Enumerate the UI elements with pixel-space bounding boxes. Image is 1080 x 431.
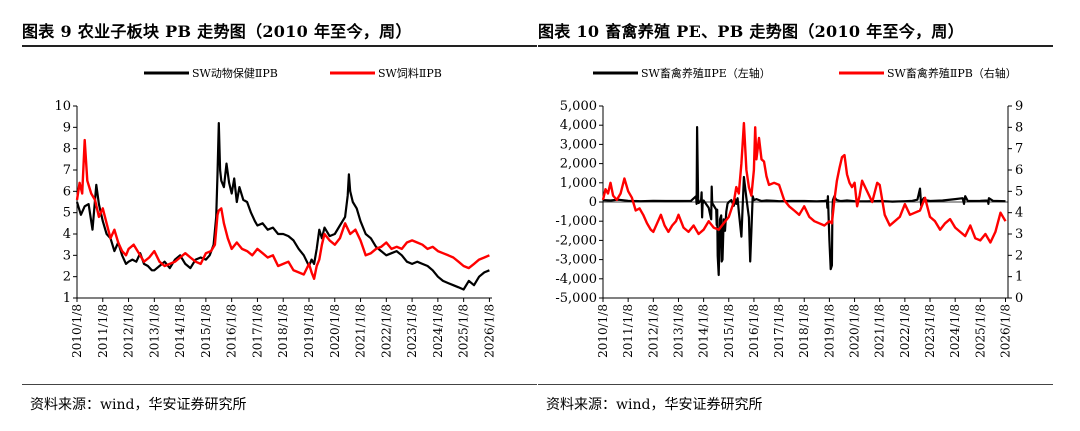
x-tick-label: 2019/1/8 [302,304,316,358]
y-tick-label: -2,000 [555,233,597,248]
chart-title: 图表 10 畜禽养殖 PE、PB 走势图（2010 年至今，周） [538,22,965,41]
chart-panel-right: 图表 10 畜禽养殖 PE、PB 走势图（2010 年至今，周） -5,000-… [538,0,1053,431]
x-tick-label: 2011/1/8 [96,304,110,358]
source-note: 资料来源：wind，华安证券研究所 [546,397,763,413]
y-tick-label: -1,000 [555,214,597,229]
x-tick-label: 2023/1/8 [405,304,419,358]
x-tick-label: 2018/1/8 [797,304,811,358]
y-tick-label: 6 [63,184,71,199]
legend-label: SW畜禽养殖ⅡPB（右轴） [887,66,1017,80]
pe-pb-line-chart: -5,000 -4,000 -3,000 -2,000 -1,000 0 1,000 2,00… [555,66,1023,358]
x-tick-label: 2016/1/8 [747,304,761,358]
x-tick-label: 2021/1/8 [354,304,368,358]
x-tick-label: 2017/1/8 [250,304,264,358]
x-tick-label: 2026/1/8 [482,304,496,358]
source-note: 资料来源：wind，华安证券研究所 [30,397,247,413]
series-line-1 [75,138,490,281]
x-tick-label: 2016/1/8 [225,304,239,358]
x-tick-label: 2010/1/8 [596,304,610,358]
y-right-tick-label: 1 [1015,270,1023,285]
y-right-tick-label: 6 [1015,163,1023,178]
y-tick-label: 7 [63,163,71,178]
y-tick-label: 10 [54,99,71,114]
pb-line-chart: 1 2 3 4 5 6 7 8 9 10 2010/1/8 2011/1/8 2012/1/8 2013/… [54,66,496,358]
y-tick-label: 9 [63,120,71,135]
y-tick-label: 1 [63,291,71,306]
y-right-tick-label: 8 [1015,120,1023,135]
y-tick-label: 1,000 [560,176,597,191]
x-tick-label: 2013/1/8 [147,304,161,358]
legend-label: SW饲料ⅡPB [378,66,442,80]
y-tick-label: 5,000 [560,99,597,114]
y-tick-label: 0 [589,195,597,210]
x-tick-label: 2020/1/8 [328,304,342,358]
x-tick-label: 2017/1/8 [772,304,786,358]
x-tick-label: 2013/1/8 [671,304,685,358]
y-tick-label: 4,000 [560,118,597,133]
series-line-0 [602,125,1006,277]
x-tick-label: 2014/1/8 [697,304,711,358]
x-tick-label: 2012/1/8 [646,304,660,358]
y-right-tick-label: 4 [1015,206,1023,221]
x-tick-label: 2026/1/8 [998,304,1012,358]
x-tick-label: 2018/1/8 [276,304,290,358]
x-tick-label: 2025/1/8 [973,304,987,358]
y-right-tick-label: 7 [1015,142,1023,157]
chart-title: 图表 9 农业子板块 PB 走势图（2010 年至今，周） [22,22,412,41]
y-tick-label: -3,000 [555,253,597,268]
x-tick-label: 2025/1/8 [457,304,471,358]
x-tick-label: 2024/1/8 [948,304,962,358]
x-tick-label: 2015/1/8 [722,304,736,358]
y-right-tick-label: 2 [1015,248,1023,263]
y-tick-label: 4 [63,227,71,242]
x-tick-label: 2014/1/8 [173,304,187,358]
y-tick-label: 2,000 [560,157,597,172]
x-tick-label: 2022/1/8 [898,304,912,358]
x-tick-label: 2012/1/8 [122,304,136,358]
source-divider [538,384,1053,385]
x-tick-label: 2011/1/8 [621,304,635,358]
y-tick-label: 5 [63,206,71,221]
x-tick-label: 2019/1/8 [822,304,836,358]
x-tick-label: 2023/1/8 [923,304,937,358]
y-right-tick-label: 3 [1015,227,1023,242]
x-tick-label: 2010/1/8 [70,304,84,358]
y-tick-label: -5,000 [555,291,597,306]
x-tick-label: 2015/1/8 [199,304,213,358]
y-right-tick-label: 5 [1015,184,1023,199]
source-divider [22,384,537,385]
y-right-tick-label: 9 [1015,99,1023,114]
title-divider [22,45,537,47]
x-tick-label: 2024/1/8 [431,304,445,358]
y-right-tick-label: 0 [1015,291,1023,306]
title-divider [538,45,1053,47]
y-tick-label: 3 [63,248,71,263]
x-tick-label: 2020/1/8 [848,304,862,358]
x-tick-label: 2022/1/8 [379,304,393,358]
series-line-1 [601,121,1007,244]
y-tick-label: 2 [63,270,71,285]
y-tick-label: 8 [63,142,71,157]
y-tick-label: -4,000 [555,272,597,287]
x-tick-label: 2021/1/8 [873,304,887,358]
y-tick-label: 3,000 [560,137,597,152]
legend-label: SW动物保健ⅡPB [192,66,278,80]
legend-label: SW畜禽养殖ⅡPE（左轴） [641,66,771,80]
